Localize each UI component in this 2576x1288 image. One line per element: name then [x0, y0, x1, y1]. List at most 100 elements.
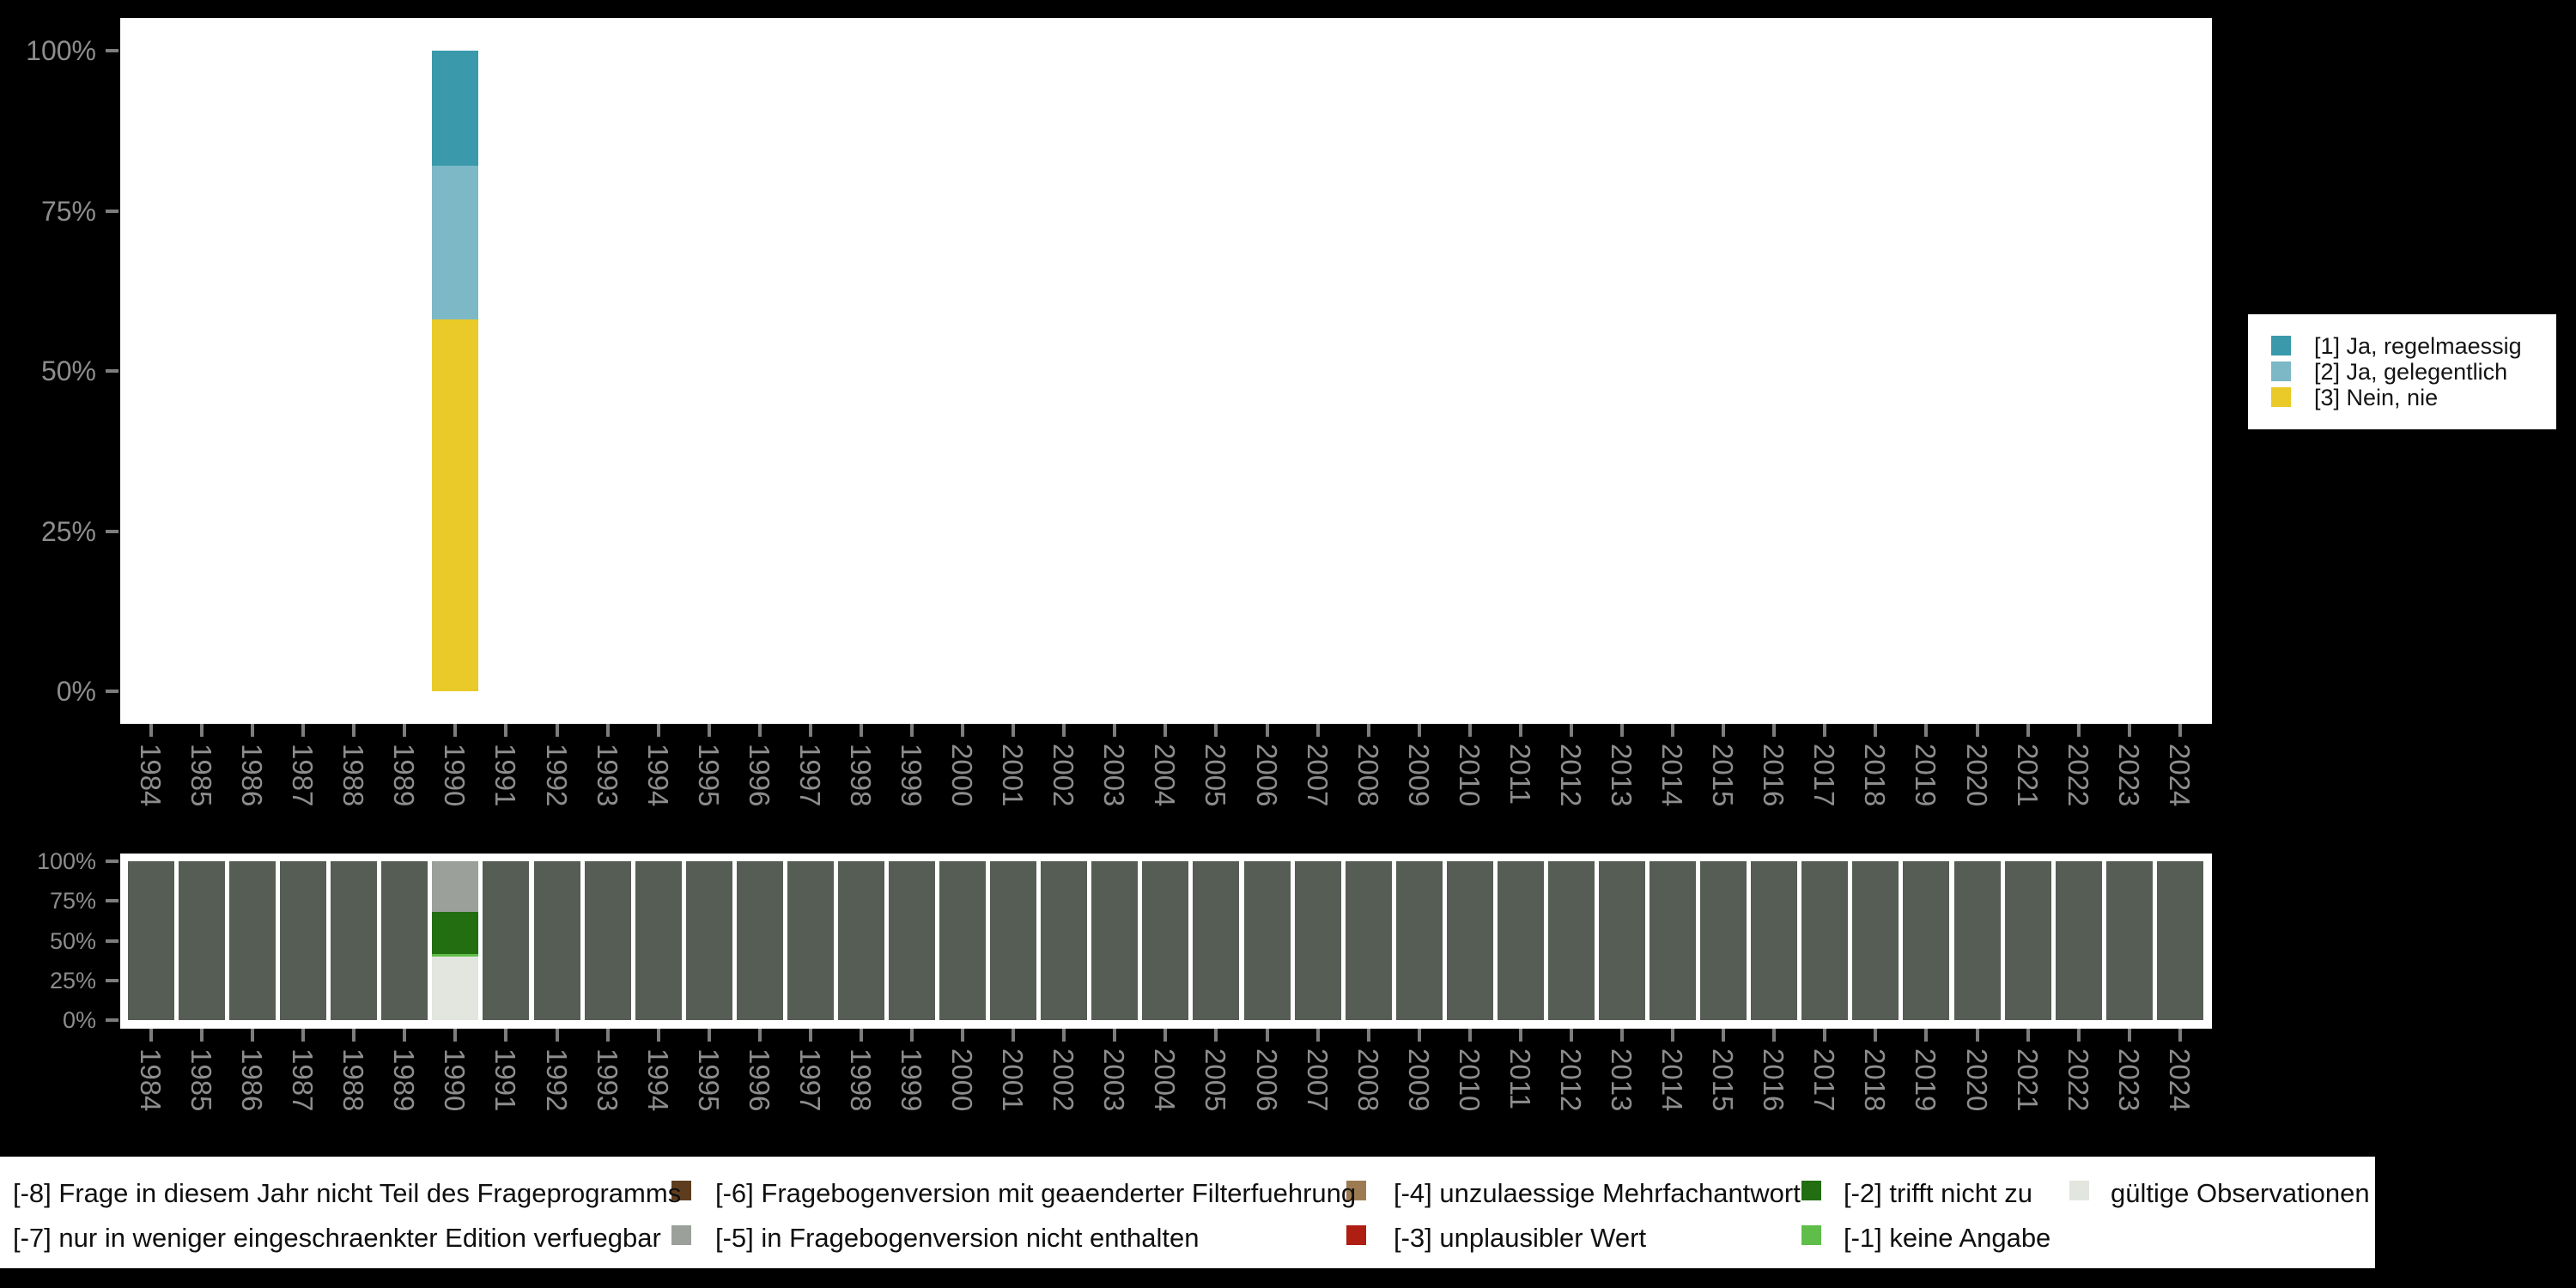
- x-axis-year-label: 2018: [1859, 744, 1892, 807]
- y-tick-mark: [106, 978, 118, 982]
- legend-swatch-minus3: [1346, 1225, 1366, 1245]
- x-axis-year-label: 2019: [1910, 744, 1942, 807]
- x-tick-mark: [2178, 724, 2182, 737]
- bar-segment-1990: [432, 912, 479, 955]
- x-tick-mark: [504, 724, 508, 737]
- legend-swatch-minus5: [671, 1225, 691, 1245]
- x-axis-year-label: 2015: [1707, 1048, 1740, 1112]
- legend-label-minus6: [-6] Fragebogenversion mit geaenderter F…: [715, 1178, 1357, 1208]
- x-tick-mark: [1417, 1029, 1421, 1042]
- x-tick-mark: [1417, 724, 1421, 737]
- y-tick-mark: [106, 939, 118, 943]
- x-tick-mark: [403, 724, 407, 737]
- legend-label-minus4: [-4] unzulaessige Mehrfachantwort: [1394, 1178, 1801, 1208]
- legend-label-ja-regelmaessig: [1] Ja, regelmaessig: [2314, 333, 2522, 359]
- x-axis-year-label: 2011: [1504, 1048, 1536, 1109]
- y-axis-label: 50%: [49, 927, 96, 954]
- bar-segment-2018: [1852, 861, 1899, 1020]
- legend-label-minus7: [-7] nur in weniger eingeschraenkter Edi…: [13, 1223, 661, 1253]
- x-tick-mark: [1823, 724, 1827, 737]
- x-axis-year-label: 2023: [2112, 744, 2145, 807]
- bar-segment-1990: [432, 51, 479, 167]
- x-axis-year-label: 1999: [896, 744, 928, 807]
- bar-segment-1994: [635, 861, 682, 1020]
- y-tick-mark: [106, 899, 118, 903]
- x-tick-mark: [1518, 724, 1522, 737]
- x-axis-year-label: 2014: [1656, 1048, 1689, 1112]
- x-axis-year-label: 2000: [946, 744, 979, 807]
- bar-segment-2013: [1599, 861, 1646, 1020]
- x-axis-year-label: 2003: [1098, 1048, 1131, 1112]
- x-axis-year-label: 2021: [2011, 744, 2044, 807]
- x-tick-mark: [961, 724, 965, 737]
- legend-swatch-minus6: [671, 1181, 691, 1200]
- legend-swatch-valid: [2069, 1181, 2089, 1200]
- legend-label-minus1: [-1] keine Angabe: [1844, 1223, 2051, 1253]
- y-axis-label: 0%: [56, 676, 96, 707]
- x-axis-year-label: 2024: [2163, 1048, 2196, 1112]
- legend-label-minus2: [-2] trifft nicht zu: [1844, 1178, 2032, 1208]
- x-tick-mark: [1924, 724, 1929, 737]
- legend-swatch-ja-regelmaessig: [2271, 336, 2291, 355]
- x-axis-year-label: 2012: [1554, 1048, 1587, 1112]
- x-tick-mark: [1113, 724, 1117, 737]
- y-axis-label: 75%: [49, 888, 96, 914]
- x-axis-year-label: 1991: [489, 744, 522, 807]
- x-tick-mark: [1620, 724, 1625, 737]
- x-tick-mark: [149, 1029, 153, 1042]
- x-axis-year-label: 1992: [540, 1048, 573, 1112]
- legend-label-minus8: [-8] Frage in diesem Jahr nicht Teil des…: [13, 1178, 682, 1208]
- x-tick-mark: [1214, 1029, 1218, 1042]
- x-axis-year-label: 1987: [287, 744, 319, 807]
- x-axis-year-label: 1986: [236, 744, 269, 807]
- x-tick-mark: [2026, 1029, 2030, 1042]
- x-axis-year-label: 1996: [743, 744, 775, 807]
- x-tick-mark: [707, 724, 711, 737]
- x-axis-year-label: 1995: [692, 744, 725, 807]
- legend-label-minus3: [-3] unplausibler Wert: [1394, 1223, 1647, 1253]
- x-axis-year-label: 1986: [236, 1048, 269, 1112]
- legend-swatch-minus1: [1801, 1225, 1821, 1245]
- bar-segment-2004: [1142, 861, 1189, 1020]
- x-axis-year-label: 2022: [2062, 1048, 2094, 1112]
- x-tick-mark: [453, 1029, 458, 1042]
- x-tick-mark: [2127, 724, 2131, 737]
- bar-segment-1990: [432, 319, 479, 691]
- bar-segment-2023: [2105, 861, 2153, 1020]
- x-axis-year-label: 2021: [2011, 1048, 2044, 1112]
- x-axis-year-label: 1989: [388, 1048, 421, 1112]
- x-tick-mark: [1823, 1029, 1827, 1042]
- y-tick-mark: [106, 49, 118, 52]
- y-tick-mark: [106, 209, 118, 213]
- x-tick-mark: [453, 724, 458, 737]
- x-axis-year-label: 2003: [1098, 744, 1131, 807]
- legend-label-valid: gültige Observationen: [2111, 1178, 2370, 1208]
- x-tick-mark: [808, 1029, 812, 1042]
- x-tick-mark: [910, 724, 914, 737]
- x-axis-year-label: 2016: [1758, 1048, 1790, 1112]
- x-axis-year-label: 1998: [844, 1048, 877, 1112]
- x-axis-year-label: 2004: [1149, 1048, 1182, 1112]
- x-tick-mark: [1265, 724, 1269, 737]
- x-tick-mark: [2127, 1029, 2131, 1042]
- x-tick-mark: [1467, 1029, 1472, 1042]
- y-tick-mark: [106, 860, 118, 863]
- bar-segment-1990: [432, 166, 479, 320]
- x-tick-mark: [1366, 1029, 1370, 1042]
- x-tick-mark: [403, 1029, 407, 1042]
- x-axis-year-label: 1985: [185, 744, 218, 807]
- y-axis-label: 0%: [62, 1007, 96, 1033]
- x-axis-year-label: 2009: [1402, 744, 1435, 807]
- bar-segment-1997: [787, 861, 834, 1020]
- bar-segment-2008: [1345, 861, 1392, 1020]
- x-axis-year-label: 1997: [793, 744, 826, 807]
- x-axis-year-label: 1984: [135, 1048, 167, 1112]
- x-tick-mark: [200, 724, 204, 737]
- x-axis-year-label: 2020: [1960, 1048, 1993, 1112]
- bar-segment-1986: [229, 861, 276, 1020]
- x-tick-mark: [1722, 724, 1726, 737]
- legend-swatch-nein-nie: [2271, 387, 2291, 407]
- x-tick-mark: [1012, 1029, 1016, 1042]
- x-axis-year-label: 2005: [1200, 744, 1232, 807]
- bar-segment-2014: [1649, 861, 1697, 1020]
